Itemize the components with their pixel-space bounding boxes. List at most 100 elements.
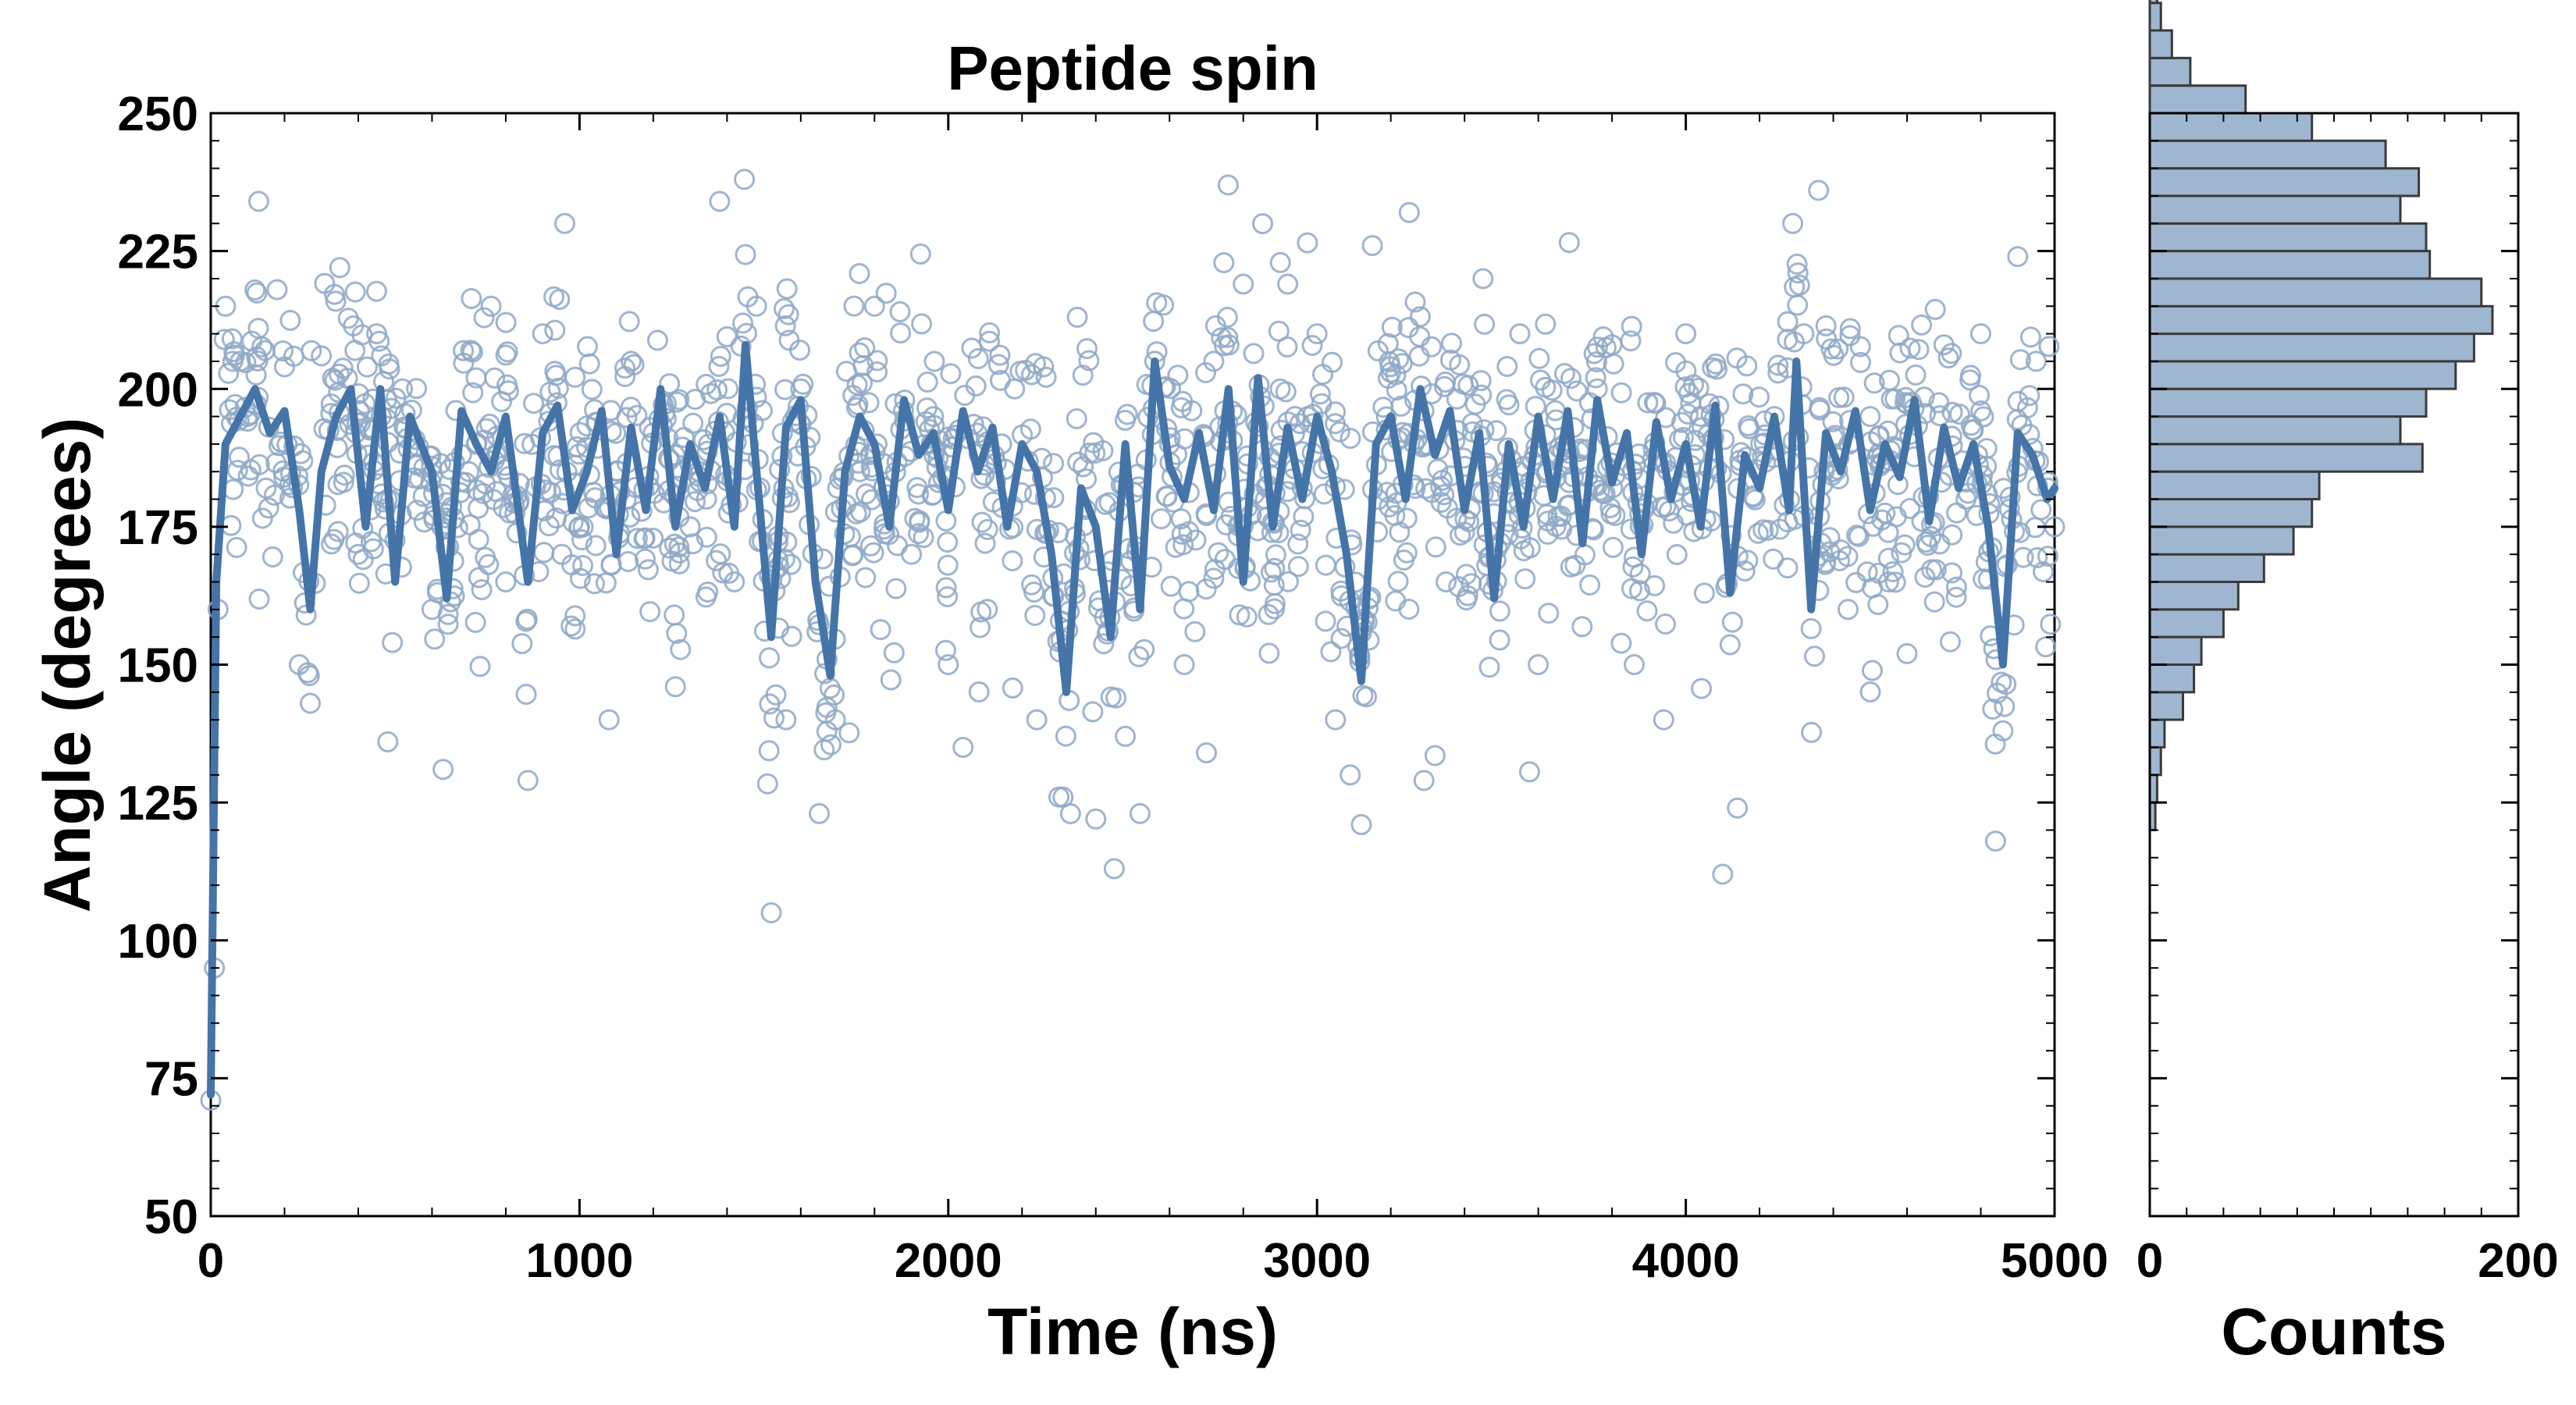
scatter-point: [337, 308, 359, 329]
scatter-point: [1800, 617, 1822, 639]
scatter-point: [1204, 559, 1226, 581]
scatter-point: [1026, 709, 1048, 731]
scatter-point: [1388, 348, 1410, 370]
scatter-point: [1146, 292, 1168, 314]
scatter-point: [1457, 585, 1478, 606]
scatter-point: [234, 397, 256, 418]
scatter-point: [935, 510, 957, 532]
scatter-point: [1899, 498, 1921, 519]
scatter-point: [1809, 399, 1831, 421]
scatter-point: [221, 328, 243, 350]
scatter-point: [1666, 544, 1688, 565]
scatter-point: [1498, 394, 1520, 416]
scatter-point: [1899, 337, 1921, 359]
scatter-point: [539, 381, 561, 403]
scatter-point: [990, 369, 1011, 391]
scatter-point: [1381, 316, 1403, 338]
scatter-point: [1236, 445, 1258, 467]
scatter-point: [480, 295, 502, 317]
scatter-point: [218, 362, 240, 384]
histogram-bar: [2148, 415, 2402, 446]
scatter-point: [1306, 323, 1328, 345]
x-tick-label: 3000: [1263, 1234, 1371, 1288]
scatter-point: [639, 601, 661, 623]
scatter-point: [1398, 599, 1420, 620]
histogram-bar: [2148, 250, 2432, 280]
scatter-point: [564, 618, 586, 640]
scatter-point: [1312, 364, 1333, 386]
histogram-bar: [2148, 29, 2173, 59]
scatter-point: [1421, 482, 1443, 503]
scatter-point: [987, 354, 1009, 375]
scatter-point: [2025, 350, 2047, 372]
scatter-point: [258, 497, 279, 519]
y-tick-label: 75: [144, 1052, 198, 1106]
scatter-point: [1173, 654, 1195, 675]
scatter-point: [1560, 556, 1582, 578]
scatter-point: [1645, 393, 1667, 414]
scatter-point: [737, 286, 759, 308]
scatter-point: [1787, 262, 1809, 284]
scatter-point: [706, 550, 728, 571]
scatter-point: [1264, 557, 1286, 579]
scatter-point: [866, 361, 888, 382]
scatter-point: [1473, 419, 1495, 441]
scatter-point: [297, 662, 318, 684]
scatter-point: [1048, 786, 1069, 808]
scatter-point: [246, 282, 268, 304]
x-tick-label: 4000: [1632, 1234, 1740, 1288]
scatter-point: [1839, 318, 1861, 340]
scatter-point: [1863, 372, 1885, 394]
scatter-point: [432, 759, 454, 781]
scatter-point: [1236, 606, 1258, 628]
scatter-point: [977, 599, 998, 621]
scatter-point: [709, 190, 731, 212]
scatter-point: [758, 740, 780, 762]
scatter-point: [554, 212, 575, 234]
scatter-point: [1289, 413, 1311, 435]
scatter-point: [223, 344, 245, 366]
scatter-point: [1592, 326, 1614, 347]
scatter-point: [382, 631, 404, 653]
scatter-point: [1786, 253, 1808, 275]
scatter-point: [1002, 550, 1023, 571]
scatter-point: [1896, 642, 1918, 664]
scatter-point: [424, 628, 446, 650]
scatter-point: [584, 573, 605, 595]
scatter-point: [1693, 582, 1715, 604]
scatter-point: [1777, 329, 1799, 350]
scatter-point: [344, 281, 366, 303]
scatter-point: [1571, 616, 1593, 638]
scatter-point: [1579, 574, 1601, 596]
scatter-point: [1115, 725, 1137, 747]
scatter-point: [462, 382, 484, 404]
scatter-point: [1277, 273, 1299, 295]
scatter-point: [937, 586, 959, 607]
scatter-point: [1325, 413, 1346, 435]
histogram-bar: [2148, 112, 2314, 142]
scatter-point: [1830, 539, 1852, 561]
scatter-point: [1787, 294, 1809, 316]
scatter-point: [1489, 600, 1510, 622]
scatter-point: [1859, 681, 1881, 702]
scatter-point: [385, 387, 407, 409]
y-tick-label: 50: [144, 1190, 198, 1244]
scatter-point: [774, 297, 795, 319]
scatter-point: [327, 521, 349, 542]
scatter-point: [240, 459, 262, 481]
scatter-point: [1116, 404, 1138, 425]
scatter-point: [1551, 518, 1573, 540]
scatter-point: [1252, 213, 1273, 235]
scatter-point: [1066, 306, 1088, 328]
scatter-point: [937, 532, 959, 553]
scatter-point: [1275, 381, 1297, 403]
scatter-point: [1441, 333, 1462, 354]
scatter-point: [461, 341, 483, 363]
scatter-point: [716, 325, 738, 347]
scatter-point: [961, 337, 983, 359]
scatter-point: [348, 572, 370, 594]
scatter-point: [1320, 641, 1342, 663]
scatter-point: [1258, 603, 1279, 625]
scatter-point: [1592, 482, 1614, 504]
scatter-point: [347, 543, 369, 565]
